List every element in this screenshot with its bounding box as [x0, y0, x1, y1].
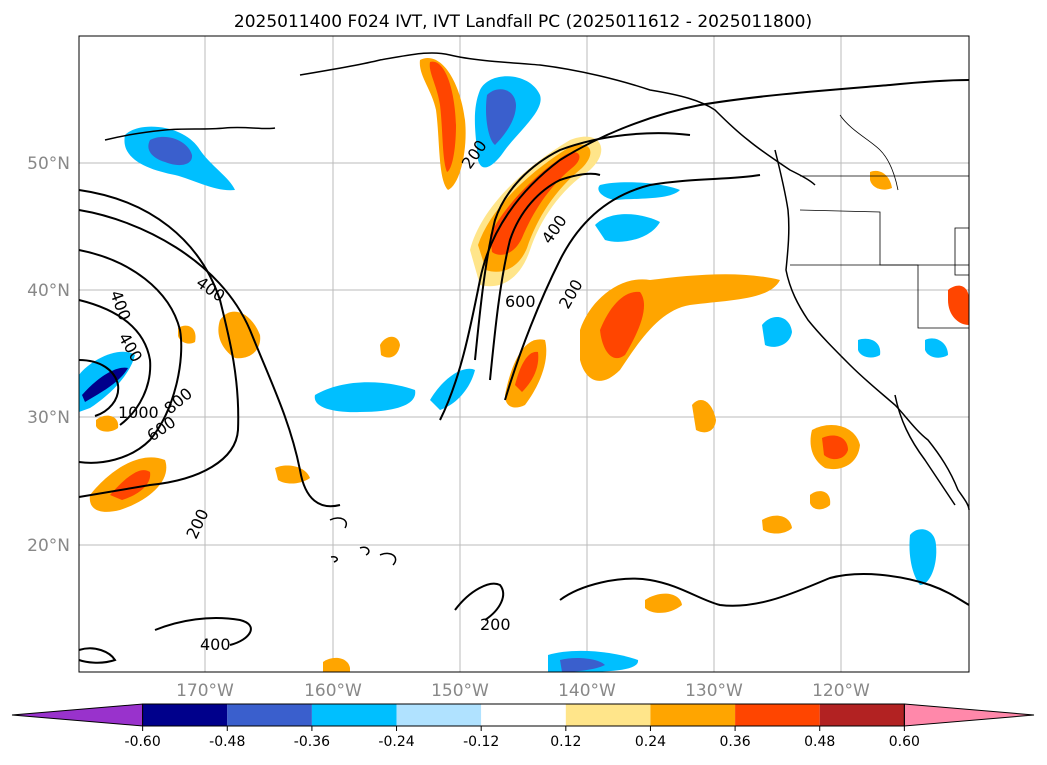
colorbar-swatch: [396, 704, 482, 726]
colorbar-tick-label: 0.24: [635, 734, 666, 750]
positive-ivt-blob-small-10: [323, 657, 350, 672]
colorbar-swatch: [481, 704, 566, 726]
negative-ivt-patch-coast-2: [858, 338, 881, 358]
colorbar-tick-label: 0.36: [720, 734, 751, 750]
negative-ivt-patch-central: [314, 382, 416, 413]
positive-ivt-blob-small-6: [948, 285, 969, 325]
colorbar-swatch: [735, 704, 820, 726]
positive-ivt-blob-small-9: [96, 415, 119, 432]
positive-ivt-blob-small-8: [178, 325, 196, 344]
contour-600-central: [489, 172, 601, 381]
colorbar-tick-label: -0.48: [209, 734, 245, 750]
contour-200-south: [559, 573, 970, 607]
colorbar-extension-low: [11, 703, 144, 727]
contour-200-south-central: [454, 582, 505, 621]
colorbar-swatch: [819, 704, 905, 726]
longitude-labels: 170°W 160°W 150°W 140°W 130°W 120°W: [176, 681, 870, 701]
colorbar-extension-high: [903, 703, 1035, 727]
positive-ivt-blob-small-5: [645, 593, 682, 613]
baja-coast: [894, 394, 956, 506]
alaska-coast: [299, 52, 816, 186]
positive-ivt-blob-west-2-core: [110, 470, 151, 500]
contour-label: 400: [200, 635, 231, 654]
hawaiian-islands: [329, 517, 397, 566]
lon-label: 170°W: [176, 681, 234, 701]
latitude-labels: 50°N 40°N 30°N 20°N: [27, 154, 70, 556]
colorbar-outline: [142, 703, 905, 727]
positive-ivt-blob-west-1: [218, 311, 261, 359]
colorbar-swatch: [142, 704, 228, 726]
coastlines: [104, 52, 970, 566]
contour-400-west: [78, 189, 240, 498]
colorbar-tick-label: -0.36: [294, 734, 330, 750]
contour-400-central: [474, 132, 691, 361]
contour-label: 1000: [118, 403, 159, 422]
positive-ivt-blob-central-core: [515, 351, 539, 392]
lon-label: 160°W: [304, 681, 362, 701]
positive-ivt-blob-2: [692, 400, 716, 433]
colorbar-swatch: [650, 704, 736, 726]
colorbar-swatch: [565, 704, 651, 726]
negative-ivt-patch-south-east: [909, 529, 937, 585]
contour-label: 200: [480, 615, 511, 634]
ivt-contour-lines: [78, 79, 970, 664]
contour-200-bottom-left: [78, 647, 117, 664]
lon-label: 120°W: [812, 681, 870, 701]
negative-ivt-patch-north-core: [485, 89, 516, 145]
negative-ivt-patch-coast-1: [762, 316, 792, 347]
negative-ivt-patch-east-2: [595, 214, 660, 242]
map-plot-area: 400 400 400 1000 800 600 200 400 200 600…: [78, 35, 970, 673]
colorbar-tick-label: -0.60: [125, 734, 161, 750]
contour-600-west: [78, 249, 183, 464]
contour-400-south: [154, 617, 252, 646]
lat-label: 30°N: [27, 408, 70, 428]
lat-label: 40°N: [27, 281, 70, 301]
colorbar-tick-label: 0.48: [804, 734, 835, 750]
aleutian-islands: [104, 126, 276, 141]
contour-label: 600: [505, 292, 536, 311]
positive-ivt-band-main-core: [490, 152, 580, 255]
colorbar-tick-label: 0.60: [889, 734, 920, 750]
lon-label: 150°W: [431, 681, 489, 701]
ivt-filled-contours: [79, 58, 969, 672]
colorbar-tick-label: -0.24: [378, 734, 414, 750]
positive-ivt-blob-se-core: [822, 435, 848, 460]
contour-800-west: [78, 299, 152, 426]
colorbar-swatch: [311, 704, 397, 726]
contour-1000-west: [78, 359, 120, 417]
political-borders: [790, 114, 970, 329]
colorbar-tick-label: -0.12: [463, 734, 499, 750]
plot-frame: [78, 35, 970, 673]
lon-label: 140°W: [558, 681, 616, 701]
negative-ivt-patch-west-edge-core: [82, 367, 128, 402]
negative-ivt-patch-west-core: [148, 136, 193, 166]
negative-ivt-patch-south-core: [560, 657, 605, 672]
colorbar: -0.60 -0.48 -0.36 -0.24 -0.12 0.12 0.24 0.36 0.4…: [11, 703, 1035, 750]
positive-ivt-blob-small-7: [870, 170, 892, 190]
positive-ivt-blob-small-3: [810, 491, 831, 510]
map-title: 2025011400 F024 IVT, IVT Landfall PC (20…: [234, 12, 812, 32]
contour-200-central-west: [439, 79, 970, 421]
positive-ivt-band-mid-core: [600, 291, 645, 359]
positive-ivt-blob-small-4: [762, 515, 792, 534]
lon-label: 130°W: [685, 681, 743, 701]
negative-ivt-patch-east-1: [598, 182, 680, 200]
positive-ivt-blob-small-1: [380, 336, 400, 358]
colorbar-swatch: [227, 704, 312, 726]
north-america-west-coast: [774, 149, 970, 511]
lat-label: 50°N: [27, 154, 70, 174]
negative-ivt-patch-coast-3: [925, 338, 948, 358]
positive-ivt-strip-north-core: [429, 61, 456, 172]
colorbar-tick-label: 0.12: [550, 734, 581, 750]
contour-200-west: [78, 209, 341, 508]
contour-200-central-east: [504, 174, 761, 401]
lat-label: 20°N: [27, 536, 70, 556]
